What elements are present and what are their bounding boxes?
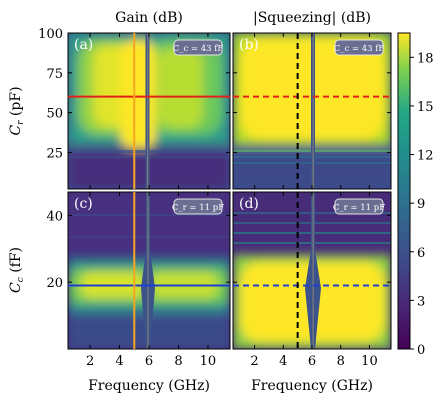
panel-b-annotation-box	[334, 39, 384, 56]
panel-c-xtick-label: 8	[174, 354, 182, 369]
colorbar-tick-label: 3	[417, 294, 425, 309]
panel-d-xtick-label: 2	[250, 354, 258, 369]
panel-c-ytick-label: 20	[46, 276, 63, 291]
panel-b-annotation: C_c = 43 fF	[334, 44, 385, 54]
panel-d-xtick-label: 4	[279, 354, 287, 369]
colorbar-tick-label: 18	[417, 51, 434, 66]
panel-a-ytick-label: 50	[46, 107, 63, 122]
panel-c-xtick-label: 6	[145, 354, 153, 369]
panel-a-annotation: C_c = 43 fF	[173, 44, 224, 54]
panel-d-annotation: C_r = 11 pF	[333, 203, 385, 213]
panel-c-label: (c)	[74, 196, 93, 212]
xlabel-left: Frequency (GHz)	[88, 378, 210, 394]
panel-d-xtick-label: 10	[361, 354, 378, 369]
panel-d-annotation-box	[334, 198, 384, 215]
col-title-squeezing: |Squeezing| (dB)	[253, 10, 371, 26]
ylabel-top-unit: (pF)	[8, 86, 24, 120]
panel-c-ytick-label: 40	[46, 209, 63, 224]
colorbar-tick-label: 6	[417, 246, 425, 261]
colorbar-tick-label: 15	[417, 100, 434, 115]
colorbar-tick-label: 0	[417, 343, 425, 358]
panel-d-xtick-label: 8	[337, 354, 345, 369]
ylabel-bottom: Cc (fF)	[8, 247, 26, 293]
panel-a-ytick-label: 100	[38, 27, 63, 42]
panel-d-xtick-label: 6	[308, 354, 316, 369]
colorbar-tick-label: 9	[417, 197, 425, 212]
xlabel-right: Frequency (GHz)	[251, 378, 373, 394]
colorbar-tick-label: 12	[417, 149, 434, 164]
panel-d	[233, 192, 391, 349]
panel-d-label: (d)	[239, 196, 259, 212]
ylabel-top: Cr (pF)	[8, 86, 26, 135]
panel-b	[233, 33, 391, 189]
panel-a-ytick-label: 25	[46, 146, 63, 161]
panel-c-annotation: C_r = 11 pF	[172, 203, 224, 213]
panel-a-label: (a)	[74, 37, 93, 53]
panel-c-annotation-box	[173, 198, 223, 215]
panel-c-xtick-label: 4	[115, 354, 123, 369]
panel-c	[68, 192, 230, 349]
panel-a-ytick-label: 75	[46, 67, 63, 82]
panel-a-annotation-box	[173, 39, 223, 56]
ylabel-bottom-unit: (fF)	[8, 247, 24, 277]
panel-c-xtick-label: 2	[86, 354, 94, 369]
colorbar	[397, 32, 411, 350]
col-title-gain: Gain (dB)	[115, 10, 183, 26]
panel-b-label: (b)	[239, 37, 259, 53]
panel-a	[68, 33, 230, 189]
panel-c-xtick-label: 10	[200, 354, 217, 369]
